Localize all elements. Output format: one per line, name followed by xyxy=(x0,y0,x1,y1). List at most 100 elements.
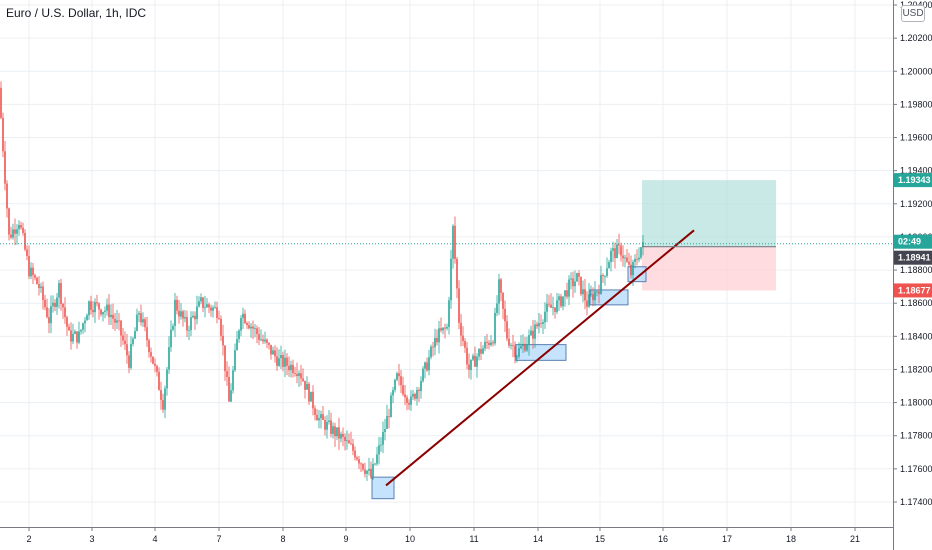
candle-body xyxy=(236,339,238,351)
candle-body xyxy=(626,257,628,262)
candle-body xyxy=(58,283,60,298)
candle-body xyxy=(574,281,576,287)
candle-body xyxy=(550,304,552,308)
candle-body xyxy=(272,350,274,355)
time-tick-label: 3 xyxy=(89,534,94,544)
candle-body xyxy=(14,229,16,234)
candle-body xyxy=(634,258,636,262)
candle-body xyxy=(118,320,120,322)
candle-body xyxy=(304,380,306,390)
candle-body xyxy=(184,317,186,319)
candle-body xyxy=(374,463,376,465)
candle-body xyxy=(446,327,448,329)
candle-body xyxy=(488,342,490,346)
candle-body xyxy=(168,347,170,370)
candle-body xyxy=(82,323,84,330)
candle-body xyxy=(396,373,398,380)
price-tick-label: 1.19200 xyxy=(900,199,932,209)
candle-body xyxy=(368,468,370,471)
candle-body xyxy=(426,362,428,371)
candle-body xyxy=(594,291,596,301)
candle-body xyxy=(512,345,514,347)
candle-body xyxy=(610,250,612,263)
candle-body xyxy=(364,469,366,474)
candle-body xyxy=(114,318,116,323)
candle-body xyxy=(108,304,110,318)
candle-body xyxy=(242,313,244,319)
candle-body xyxy=(248,325,250,329)
candle-body xyxy=(78,331,80,343)
currency-button[interactable]: USD xyxy=(901,5,925,22)
candle-body xyxy=(322,414,324,421)
candle-body xyxy=(558,296,560,301)
candle-body xyxy=(42,286,44,300)
candle-body xyxy=(542,322,544,324)
price-tick-label: 1.17800 xyxy=(900,431,932,441)
candle-body xyxy=(516,356,518,358)
candle-body xyxy=(238,330,240,340)
candle-body xyxy=(306,383,308,390)
candle-body xyxy=(424,362,426,369)
candle-body xyxy=(120,320,122,336)
candle-body xyxy=(128,355,130,368)
candle-body xyxy=(84,320,86,324)
candle-body xyxy=(458,288,460,323)
time-tick-label: 15 xyxy=(595,534,605,544)
candle-body xyxy=(398,373,400,377)
candle-body xyxy=(608,262,610,269)
candle-body xyxy=(188,330,190,331)
candle-body xyxy=(116,320,118,323)
candle-body xyxy=(582,289,584,295)
candle-body xyxy=(504,308,506,322)
support-zone-box xyxy=(515,344,567,361)
candle-body xyxy=(544,311,546,323)
candle-body xyxy=(220,318,222,336)
candle-body xyxy=(642,241,644,248)
candle-body xyxy=(164,388,166,410)
candle-body xyxy=(246,323,248,326)
candle-body xyxy=(448,300,450,328)
candle-body xyxy=(482,348,484,354)
price-tick-label: 1.18200 xyxy=(900,364,932,374)
price-tick-label: 1.20000 xyxy=(900,66,932,76)
candle-body xyxy=(636,258,638,260)
candle-body xyxy=(370,468,372,478)
candle-body xyxy=(356,457,358,460)
candle-body xyxy=(52,302,54,307)
candle-body xyxy=(226,371,228,377)
candle-body xyxy=(30,267,32,277)
candle-body xyxy=(20,225,22,228)
candle-body xyxy=(622,255,624,259)
candle-body xyxy=(354,450,356,458)
price-tick-label: 1.18000 xyxy=(900,398,932,408)
candle-body xyxy=(210,307,212,311)
candle-body xyxy=(384,428,386,432)
candle-body xyxy=(502,292,504,309)
candle-body xyxy=(470,359,472,370)
candle-body xyxy=(158,371,160,391)
candle-body xyxy=(294,373,296,374)
last-price-label: 1.18941 xyxy=(898,253,931,263)
candle-body xyxy=(376,454,378,464)
candle-body xyxy=(140,313,142,323)
candle-body xyxy=(0,87,2,118)
candle-body xyxy=(362,464,364,470)
candle-body xyxy=(310,391,312,402)
candle-body xyxy=(148,340,150,353)
candle-body xyxy=(510,345,512,346)
candle-body xyxy=(618,244,620,246)
candle-body xyxy=(552,307,554,309)
candle-body xyxy=(4,151,6,184)
candle-body xyxy=(110,314,112,318)
candle-body xyxy=(604,275,606,277)
candle-body xyxy=(338,427,340,439)
candle-body xyxy=(280,355,282,359)
time-tick-label: 14 xyxy=(533,534,543,544)
candle-body xyxy=(50,306,52,324)
candle-body xyxy=(252,326,254,329)
candle-body xyxy=(418,389,420,392)
candle-body xyxy=(554,307,556,312)
candle-body xyxy=(90,301,92,310)
